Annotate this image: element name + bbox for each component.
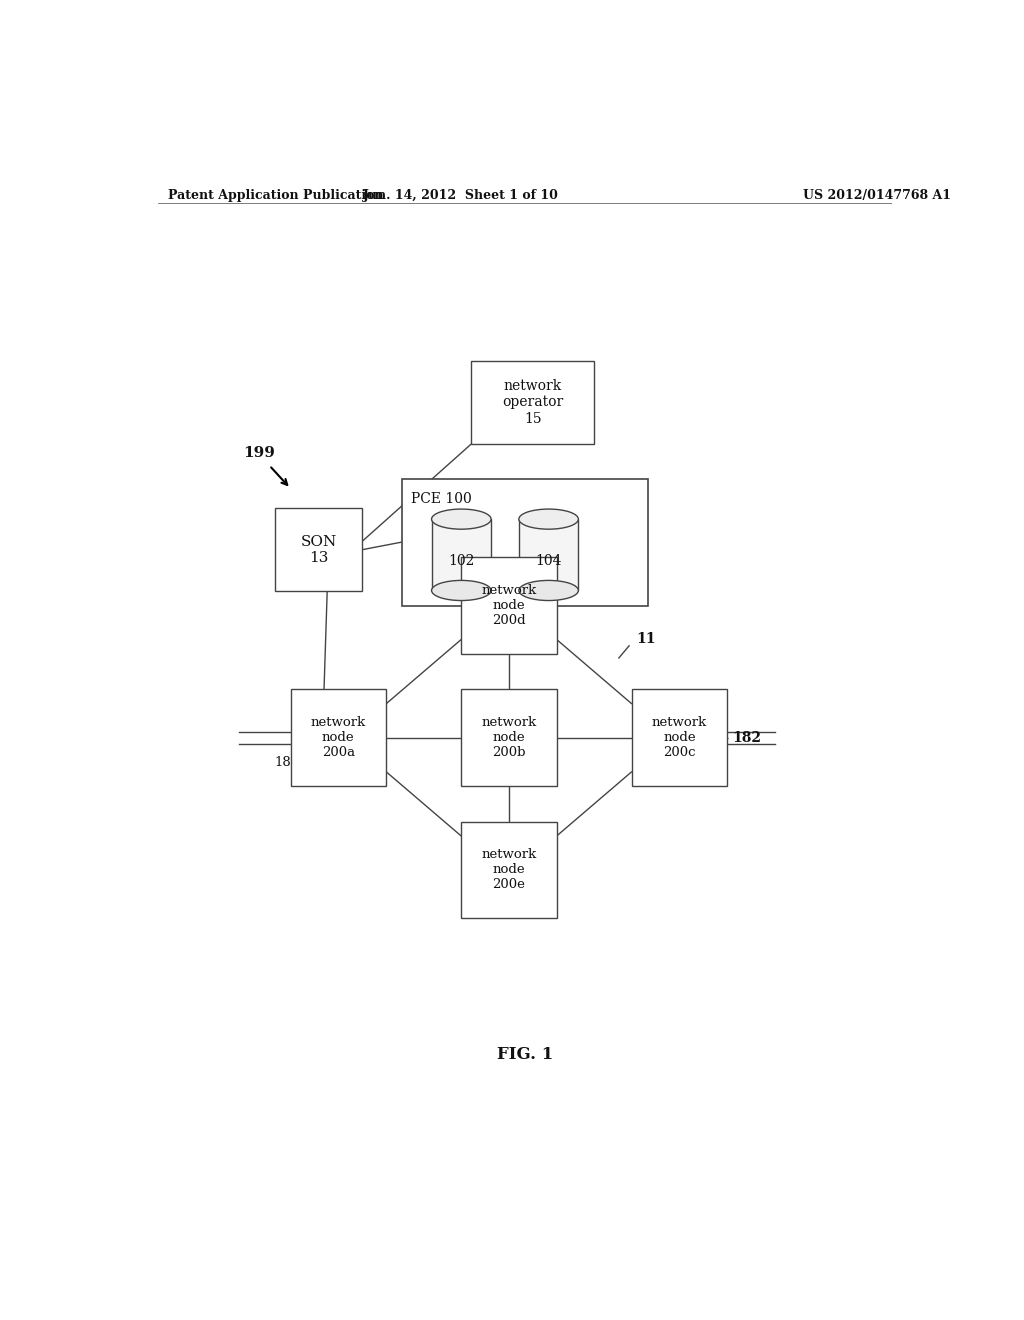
FancyBboxPatch shape xyxy=(461,557,557,653)
Text: 182: 182 xyxy=(733,731,762,744)
FancyBboxPatch shape xyxy=(274,508,362,591)
FancyBboxPatch shape xyxy=(471,360,594,444)
Text: network
node
200c: network node 200c xyxy=(652,717,708,759)
FancyBboxPatch shape xyxy=(461,821,557,919)
Ellipse shape xyxy=(519,581,579,601)
Text: network
node
200a: network node 200a xyxy=(310,717,366,759)
Ellipse shape xyxy=(431,510,492,529)
Text: 104: 104 xyxy=(536,554,562,568)
FancyBboxPatch shape xyxy=(461,689,557,785)
Text: US 2012/0147768 A1: US 2012/0147768 A1 xyxy=(803,189,950,202)
Text: 102: 102 xyxy=(449,554,474,568)
Text: PCE 100: PCE 100 xyxy=(412,492,472,506)
Text: 199: 199 xyxy=(243,446,275,461)
Text: 181: 181 xyxy=(274,756,300,770)
Text: Patent Application Publication: Patent Application Publication xyxy=(168,189,383,202)
Text: Jun. 14, 2012  Sheet 1 of 10: Jun. 14, 2012 Sheet 1 of 10 xyxy=(364,189,559,202)
FancyBboxPatch shape xyxy=(401,479,648,606)
Ellipse shape xyxy=(431,581,492,601)
Text: network
node
200d: network node 200d xyxy=(481,585,537,627)
Text: network
node
200e: network node 200e xyxy=(481,849,537,891)
Bar xyxy=(519,519,579,590)
Text: network
operator
15: network operator 15 xyxy=(502,379,563,425)
Text: FIG. 1: FIG. 1 xyxy=(497,1047,553,1064)
Text: network
node
200b: network node 200b xyxy=(481,717,537,759)
Text: 11: 11 xyxy=(636,632,655,647)
Ellipse shape xyxy=(519,510,579,529)
Bar xyxy=(431,519,492,590)
FancyBboxPatch shape xyxy=(291,689,386,785)
FancyBboxPatch shape xyxy=(632,689,727,785)
Text: SON
13: SON 13 xyxy=(300,535,337,565)
